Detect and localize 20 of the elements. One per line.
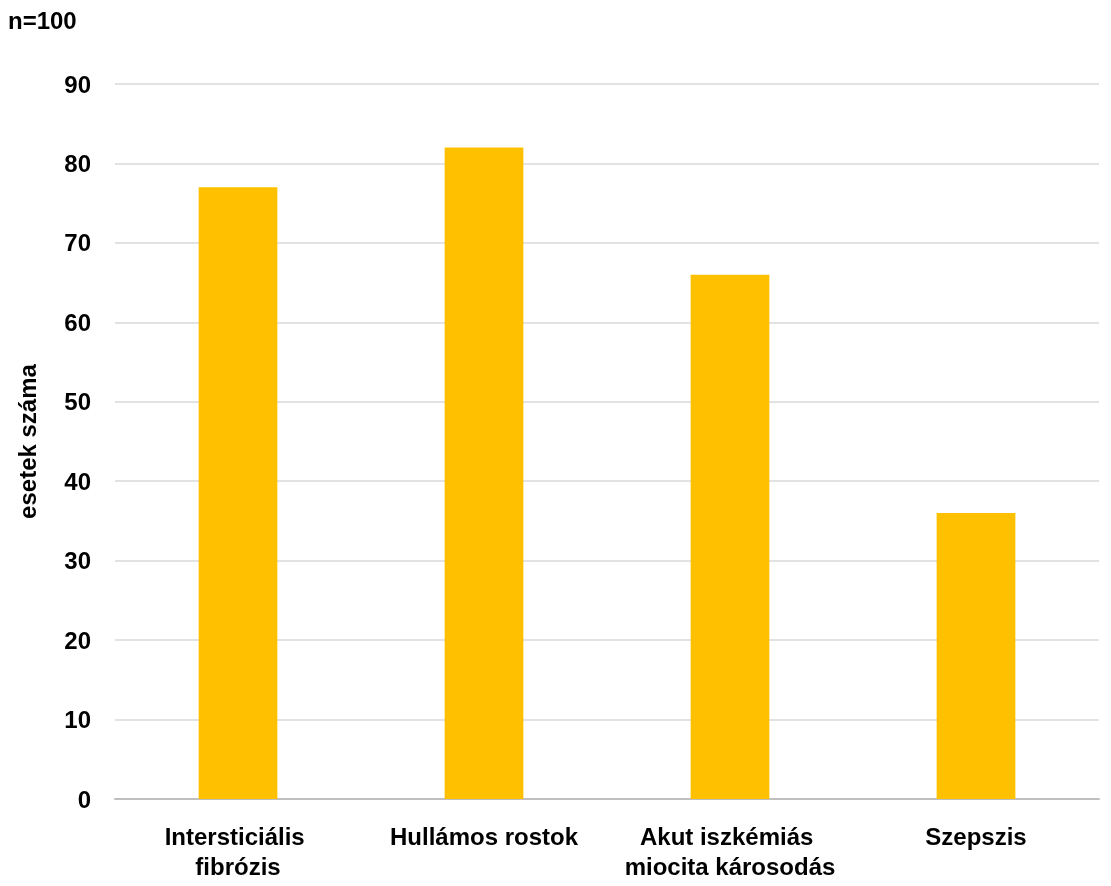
x-tick-label: Intersticiális fibrózis — [164, 822, 312, 880]
x-tick-label: Hullámos rostok — [389, 822, 579, 850]
y-tick-label: 0 — [77, 785, 91, 813]
bar — [198, 187, 278, 799]
text: n=100 — [8, 6, 77, 34]
y-axis-title: esetek száma — [13, 363, 41, 519]
y-tick-label: 60 — [64, 308, 91, 336]
bar — [444, 147, 524, 799]
y-tick-label: 40 — [64, 467, 91, 495]
x-tick-label: Szepszis — [925, 822, 1027, 850]
y-tick-label: 30 — [64, 547, 91, 575]
bar — [936, 513, 1016, 799]
x-tick-label: Akut iszkémiás miocita károsodás — [624, 822, 836, 880]
y-tick-label: 10 — [64, 706, 91, 734]
y-tick-label: 80 — [64, 149, 91, 177]
bar — [690, 274, 770, 799]
y-tick-label: 20 — [64, 626, 91, 654]
y-tick-label: 70 — [64, 229, 91, 257]
y-tick-label: 90 — [64, 70, 91, 98]
y-tick-label: 50 — [64, 388, 91, 416]
